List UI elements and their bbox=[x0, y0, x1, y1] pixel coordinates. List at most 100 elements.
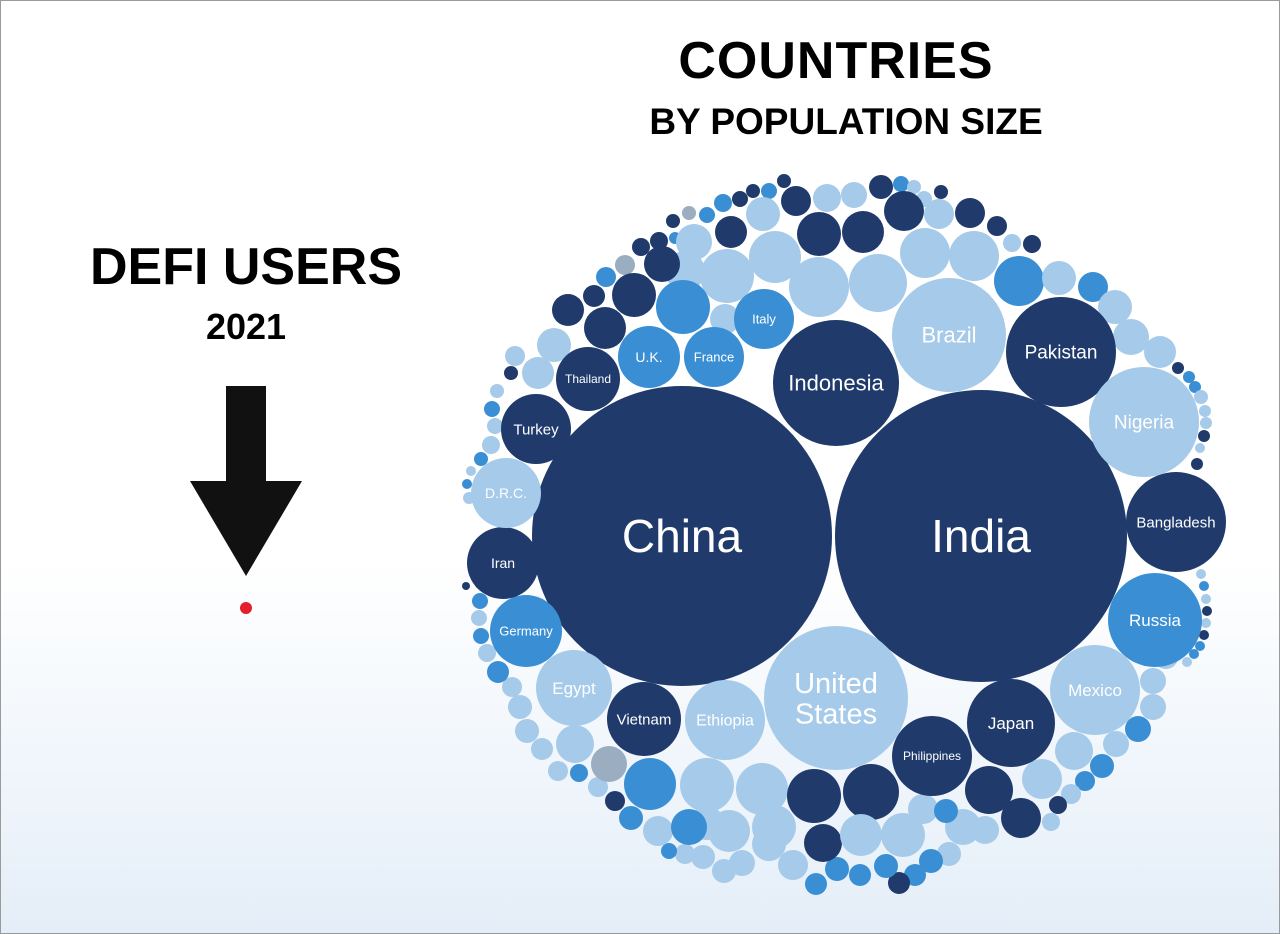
bubble-label-thailand: Thailand bbox=[565, 372, 611, 386]
bubble-label-iran: Iran bbox=[491, 555, 515, 571]
bubble-mexico bbox=[1050, 645, 1140, 735]
bubble-egypt bbox=[536, 650, 612, 726]
bubble-unlabeled bbox=[466, 466, 476, 476]
bubble-unlabeled bbox=[934, 185, 948, 199]
bubble-unlabeled bbox=[1199, 581, 1209, 591]
bubble-russia bbox=[1108, 573, 1202, 667]
bubble-indonesia bbox=[773, 320, 899, 446]
bubble-unlabeled bbox=[531, 738, 553, 760]
bubble-unlabeled bbox=[596, 267, 616, 287]
bubble-unlabeled bbox=[1022, 759, 1062, 799]
bubble-unlabeled bbox=[473, 628, 489, 644]
bubble-label-turkey: Turkey bbox=[513, 421, 559, 438]
bubble-unlabeled bbox=[888, 872, 910, 894]
bubble-d-r-c bbox=[471, 458, 541, 528]
bubble-label-china: China bbox=[622, 510, 743, 562]
bubble-label-italy: Italy bbox=[752, 312, 776, 327]
bubble-unlabeled bbox=[874, 854, 898, 878]
bubble-unlabeled bbox=[893, 176, 909, 192]
bubble-unlabeled bbox=[987, 216, 1007, 236]
bubble-unlabeled bbox=[624, 758, 676, 810]
bubble-unlabeled bbox=[1199, 630, 1209, 640]
bubble-unlabeled bbox=[682, 206, 696, 220]
bubble-unlabeled bbox=[505, 346, 525, 366]
bubble-unlabeled bbox=[842, 211, 884, 253]
bubble-unlabeled bbox=[1191, 458, 1203, 470]
bubble-unlabeled bbox=[949, 231, 999, 281]
bubble-unlabeled bbox=[644, 246, 680, 282]
bubble-label-bangladesh: Bangladesh bbox=[1136, 514, 1215, 531]
bubble-unlabeled bbox=[522, 357, 554, 389]
bubble-unlabeled bbox=[789, 257, 849, 317]
bubble-unlabeled bbox=[805, 873, 827, 895]
bubble-unlabeled bbox=[710, 304, 740, 334]
bubble-unlabeled bbox=[482, 436, 500, 454]
bubble-unlabeled bbox=[778, 850, 808, 880]
bubble-label-egypt: Egypt bbox=[552, 679, 596, 698]
bubble-label-indonesia: Indonesia bbox=[788, 371, 884, 396]
bubble-unlabeled bbox=[1098, 290, 1132, 324]
bubble-unlabeled bbox=[504, 366, 518, 380]
bubble-unlabeled bbox=[537, 328, 571, 362]
bubble-unlabeled bbox=[1199, 405, 1211, 417]
bubble-iran bbox=[467, 527, 539, 599]
bubble-unlabeled bbox=[955, 198, 985, 228]
bubble-unlabeled bbox=[849, 864, 871, 886]
bubble-unlabeled bbox=[584, 307, 626, 349]
bubble-unlabeled bbox=[1049, 796, 1067, 814]
bubble-label-pakistan: Pakistan bbox=[1025, 343, 1098, 364]
bubble-unlabeled bbox=[797, 212, 841, 256]
bubble-italy bbox=[734, 289, 794, 349]
bubble-unlabeled bbox=[471, 610, 487, 626]
bubble-unlabeled bbox=[1140, 694, 1166, 720]
bubble-unlabeled bbox=[994, 256, 1044, 306]
bubble-unlabeled bbox=[908, 794, 938, 824]
bubble-label-united-states: United States bbox=[794, 668, 878, 730]
chart-subtitle: BY POPULATION SIZE bbox=[649, 101, 1043, 142]
chart-title: COUNTRIES bbox=[678, 32, 994, 90]
bubble-unlabeled bbox=[591, 746, 627, 782]
bubble-unlabeled bbox=[502, 677, 522, 697]
bubble-unlabeled bbox=[884, 191, 924, 231]
bubble-label-d-r-c: D.R.C. bbox=[485, 485, 527, 501]
bubble-label-russia: Russia bbox=[1129, 611, 1182, 630]
bubble-unlabeled bbox=[907, 180, 921, 194]
bubble-unlabeled bbox=[632, 238, 650, 256]
bubble-unlabeled bbox=[612, 273, 656, 317]
bubble-unlabeled bbox=[1198, 430, 1210, 442]
bubble-unlabeled bbox=[813, 184, 841, 212]
bubble-ethiopia bbox=[685, 680, 765, 760]
bubble-unlabeled bbox=[474, 452, 488, 466]
bubble-unlabeled bbox=[919, 849, 943, 873]
bubble-unlabeled bbox=[675, 844, 695, 864]
bubble-unlabeled bbox=[462, 582, 470, 590]
bubble-unlabeled bbox=[749, 231, 801, 283]
bubble-unlabeled bbox=[656, 280, 710, 334]
bubble-bangladesh bbox=[1126, 472, 1226, 572]
bubble-unlabeled bbox=[552, 294, 584, 326]
bubble-unlabeled bbox=[1042, 813, 1060, 831]
bubble-unlabeled bbox=[869, 175, 893, 199]
bubble-unlabeled bbox=[1125, 716, 1151, 742]
bubble-india bbox=[835, 390, 1127, 682]
bubble-unlabeled bbox=[712, 859, 736, 883]
defi-users-year: 2021 bbox=[205, 306, 287, 347]
bubble-unlabeled bbox=[840, 814, 882, 856]
bubble-unlabeled bbox=[761, 183, 777, 199]
bubble-unlabeled bbox=[781, 186, 811, 216]
bubble-unlabeled bbox=[1144, 336, 1176, 368]
bubble-unlabeled bbox=[1078, 272, 1108, 302]
bubble-unlabeled bbox=[746, 197, 780, 231]
bubble-unlabeled bbox=[1194, 390, 1208, 404]
bubble-unlabeled bbox=[787, 769, 841, 823]
bubble-label-brazil: Brazil bbox=[921, 323, 976, 348]
bubble-label-nigeria: Nigeria bbox=[1114, 413, 1175, 434]
bubble-label-mexico: Mexico bbox=[1068, 681, 1122, 700]
bubble-unlabeled bbox=[1172, 362, 1184, 374]
bubble-unlabeled bbox=[472, 593, 488, 609]
bubble-unlabeled bbox=[1055, 732, 1093, 770]
bubble-unlabeled bbox=[556, 725, 594, 763]
bubble-unlabeled bbox=[881, 813, 925, 857]
bubble-label-ethiopia: Ethiopia bbox=[696, 713, 754, 730]
